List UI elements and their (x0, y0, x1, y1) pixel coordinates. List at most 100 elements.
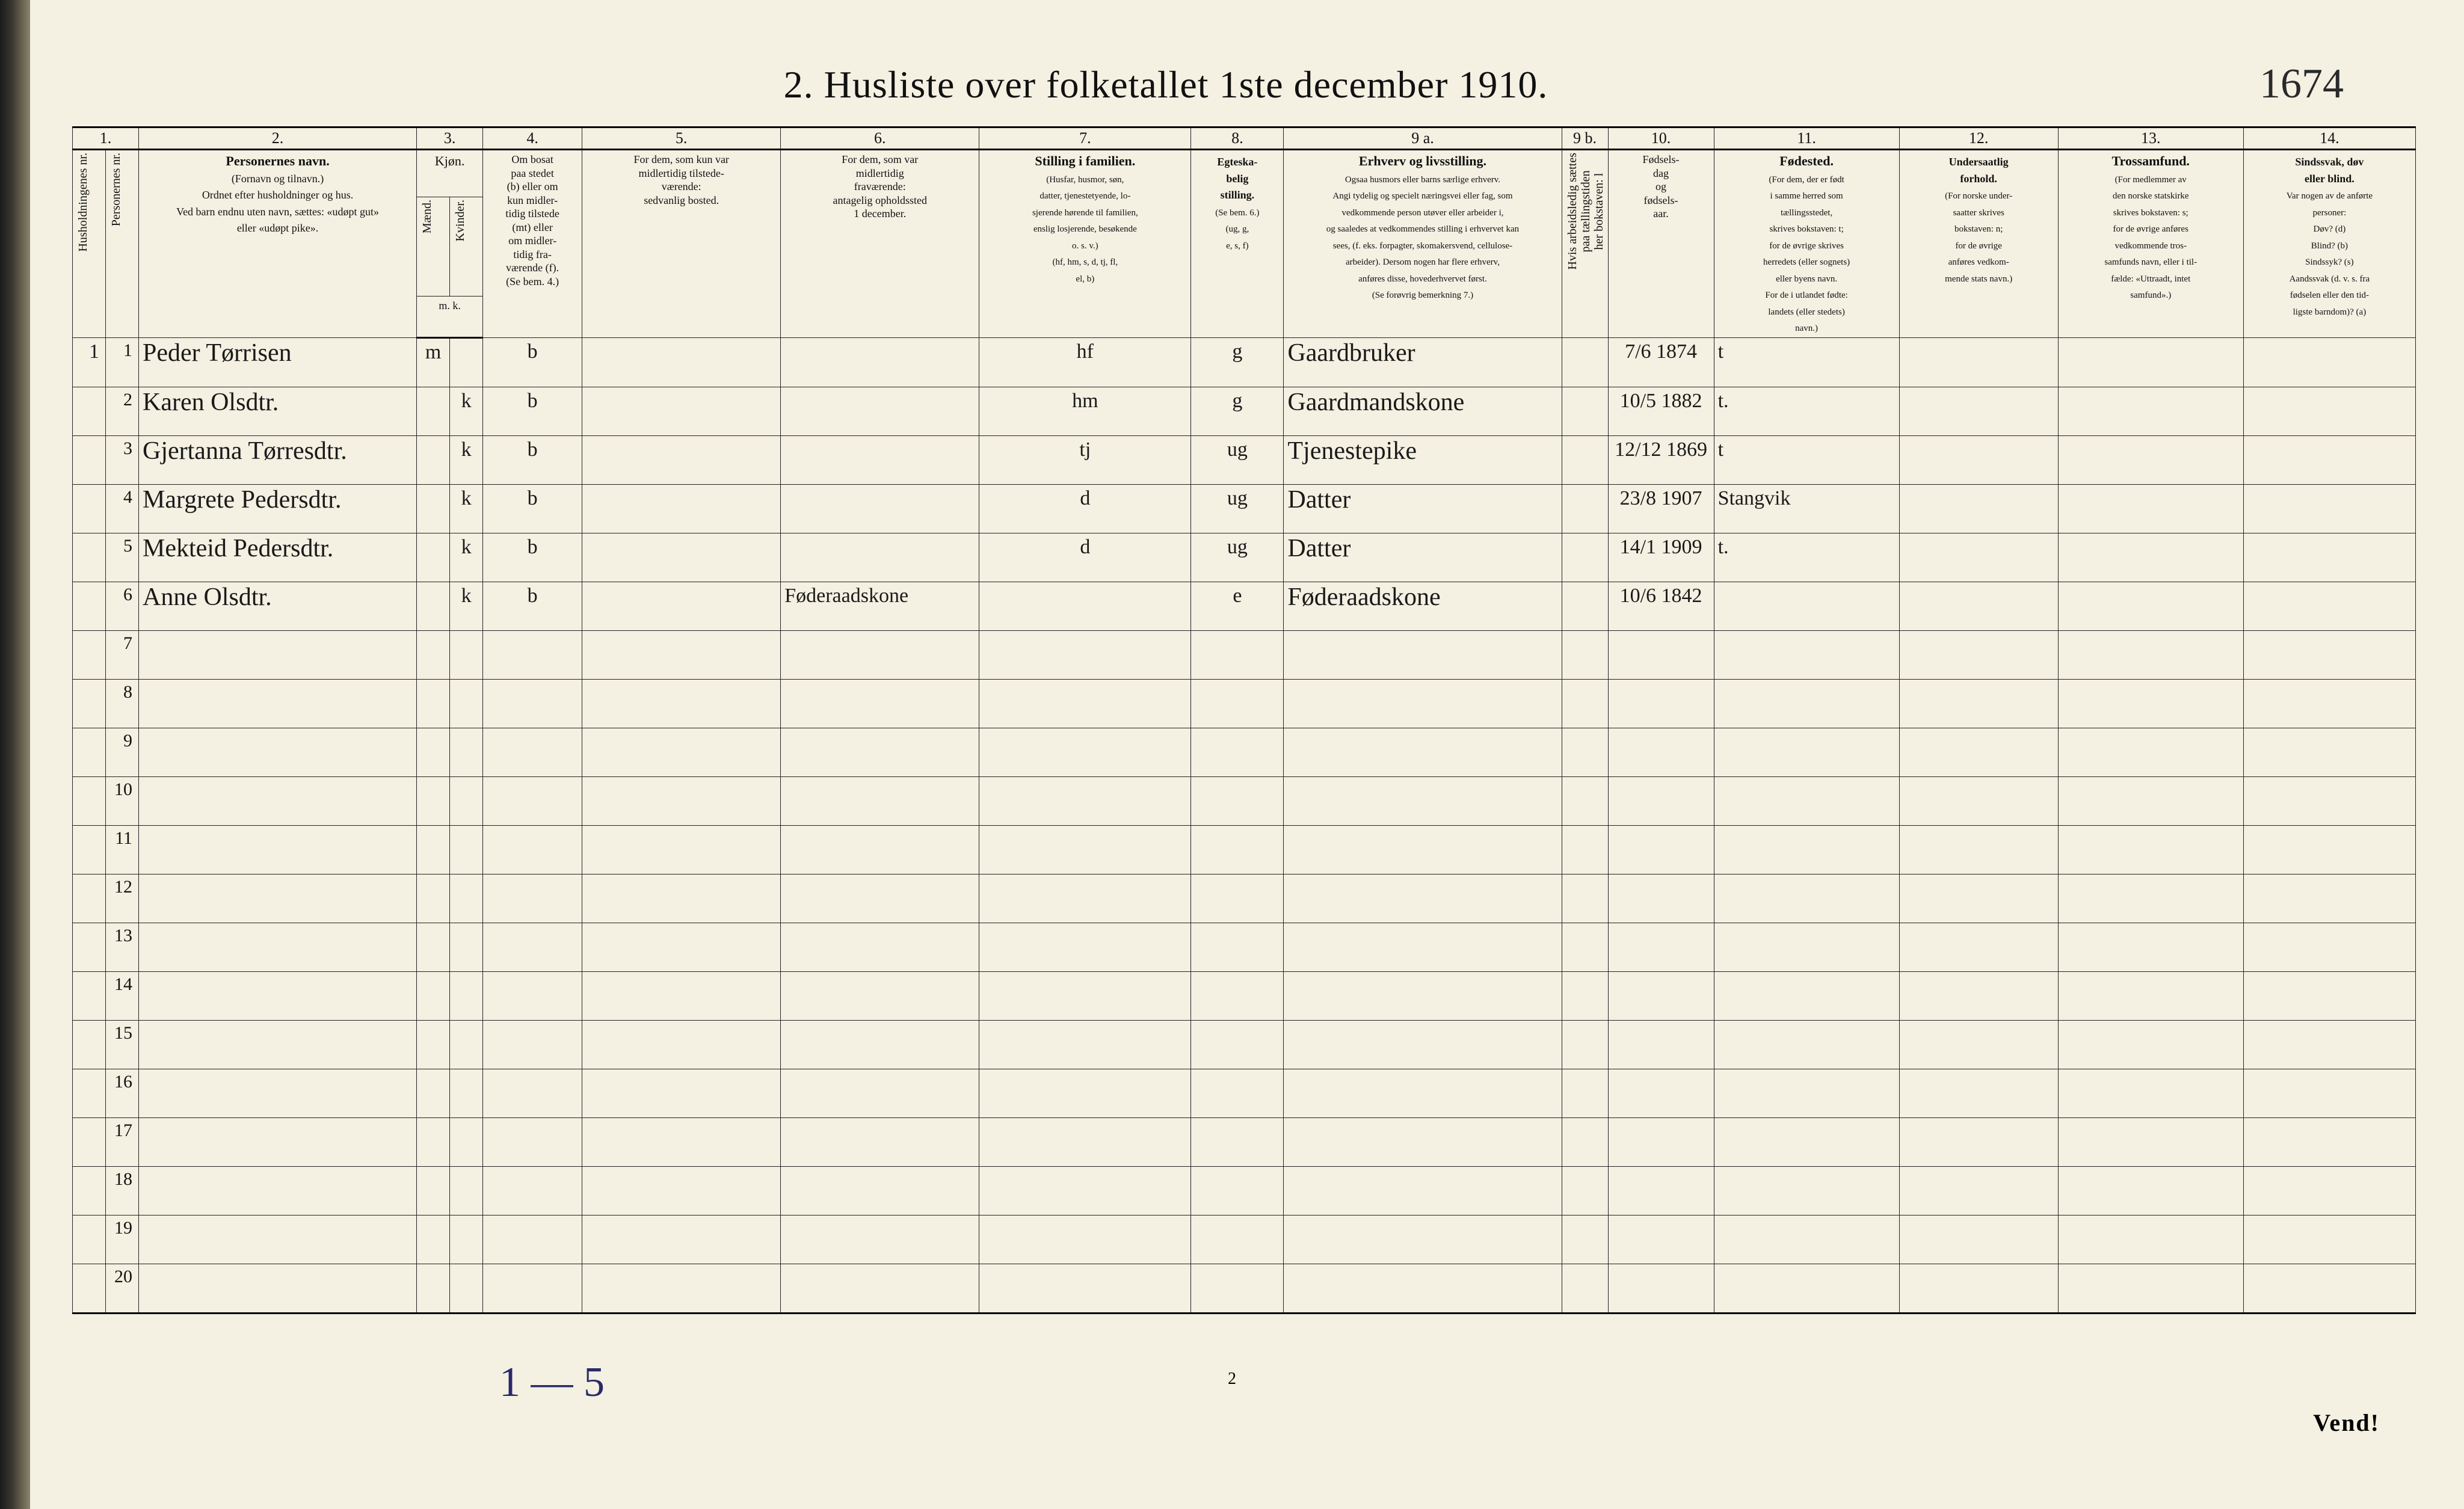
cell-empty (1899, 728, 2058, 776)
cell-empty (1191, 1264, 1284, 1313)
cell-empty (483, 1166, 582, 1215)
cell-undersaat (1899, 435, 2058, 484)
cell-eg: ug (1191, 484, 1284, 533)
cell-empty (2243, 1069, 2415, 1117)
cell-fam: tj (979, 435, 1191, 484)
cell-hh (73, 923, 106, 971)
cell-erhverv: Gaardmandskone (1284, 387, 1562, 435)
cell-empty (417, 630, 450, 679)
cell-empty (1562, 971, 1608, 1020)
cell-empty (582, 776, 781, 825)
cell-fam: hm (979, 387, 1191, 435)
table-row: 6Anne Olsdtr.kbFøderaadskoneeFøderaadsko… (73, 582, 2416, 630)
cell-empty (1284, 1166, 1562, 1215)
cell-empty (1714, 1069, 1899, 1117)
colnum-1: 1. (73, 128, 139, 150)
cell-empty (1191, 1069, 1284, 1117)
cell-empty (2058, 1264, 2243, 1313)
cell-empty (1899, 679, 2058, 728)
table-row: 4Margrete Pedersdtr.kbdugDatter23/8 1907… (73, 484, 2416, 533)
footer-page-number: 2 (1228, 1369, 1236, 1389)
hdr-undersaat: Undersaatlig forhold. (For norske under-… (1899, 150, 2058, 338)
cell-empty (979, 776, 1191, 825)
cell-tilstede (582, 533, 781, 582)
census-sheet: 2. Husliste over folketallet 1ste decemb… (0, 0, 2464, 1509)
cell-fam (979, 582, 1191, 630)
table-row: 2Karen Olsdtr.kbhmgGaardmandskone10/5 18… (73, 387, 2416, 435)
cell-empty (1608, 874, 1714, 923)
cell-empty (2243, 1264, 2415, 1313)
hdr-mk: m. k. (417, 297, 483, 337)
cell-empty (781, 630, 979, 679)
cell-hh (73, 533, 106, 582)
cell-empty (417, 728, 450, 776)
cell-empty (417, 971, 450, 1020)
cell-empty (417, 1117, 450, 1166)
cell-tros (2058, 484, 2243, 533)
cell-pn: 4 (106, 484, 139, 533)
cell-empty (1899, 971, 2058, 1020)
cell-empty (1284, 1117, 1562, 1166)
cell-erhverv: Tjenestepike (1284, 435, 1562, 484)
cell-empty (979, 825, 1191, 874)
cell-empty (1714, 825, 1899, 874)
cell-empty (483, 728, 582, 776)
cell-empty (1562, 776, 1608, 825)
cell-empty (1714, 1166, 1899, 1215)
cell-fodested: t. (1714, 533, 1899, 582)
cell-empty (1562, 874, 1608, 923)
cell-ledig (1562, 435, 1608, 484)
cell-hh (73, 387, 106, 435)
cell-hh (73, 1117, 106, 1166)
cell-fodsel: 14/1 1909 (1608, 533, 1714, 582)
cell-empty (450, 1020, 483, 1069)
cell-empty (2058, 1166, 2243, 1215)
hdr-stilling-fam-title: Stilling i familien. (1035, 153, 1135, 168)
cell-empty (483, 971, 582, 1020)
cell-empty (1899, 825, 2058, 874)
cell-empty (979, 1215, 1191, 1264)
cell-empty (1714, 874, 1899, 923)
hdr-fodsel: Fødsels- dag og fødsels- aar. (1608, 150, 1714, 338)
cell-empty (1714, 971, 1899, 1020)
cell-hh (73, 1166, 106, 1215)
cell-empty (2243, 679, 2415, 728)
hdr-fodested: Fødested. (For dem, der er født i samme … (1714, 150, 1899, 338)
cell-fodested: Stangvik (1714, 484, 1899, 533)
cell-empty (1284, 679, 1562, 728)
cell-empty (582, 728, 781, 776)
cell-empty (2058, 776, 2243, 825)
cell-m (417, 582, 450, 630)
cell-empty (582, 679, 781, 728)
cell-hh (73, 484, 106, 533)
cell-empty (2243, 630, 2415, 679)
cell-empty (1608, 1020, 1714, 1069)
table-row-empty: 20 (73, 1264, 2416, 1313)
hdr-husholdning-nr: Husholdningenes nr. (76, 153, 90, 251)
cell-empty (2243, 1020, 2415, 1069)
cell-empty (1608, 1117, 1714, 1166)
cell-k: k (450, 387, 483, 435)
cell-empty (139, 1069, 417, 1117)
cell-empty (139, 1020, 417, 1069)
cell-pn: 2 (106, 387, 139, 435)
cell-hh (73, 825, 106, 874)
cell-empty (1191, 1215, 1284, 1264)
table-row-empty: 16 (73, 1069, 2416, 1117)
cell-ledig (1562, 484, 1608, 533)
cell-empty (2243, 1166, 2415, 1215)
cell-pn: 7 (106, 630, 139, 679)
cell-empty (781, 728, 979, 776)
cell-empty (582, 1166, 781, 1215)
cell-m (417, 435, 450, 484)
cell-tilstede (582, 337, 781, 387)
cell-eg: g (1191, 337, 1284, 387)
cell-empty (979, 728, 1191, 776)
hdr-maend: Mænd. (420, 200, 434, 233)
table-row-empty: 8 (73, 679, 2416, 728)
cell-empty (1191, 776, 1284, 825)
table-row-empty: 15 (73, 1020, 2416, 1069)
cell-hh (73, 679, 106, 728)
cell-empty (781, 971, 979, 1020)
cell-empty (1562, 679, 1608, 728)
